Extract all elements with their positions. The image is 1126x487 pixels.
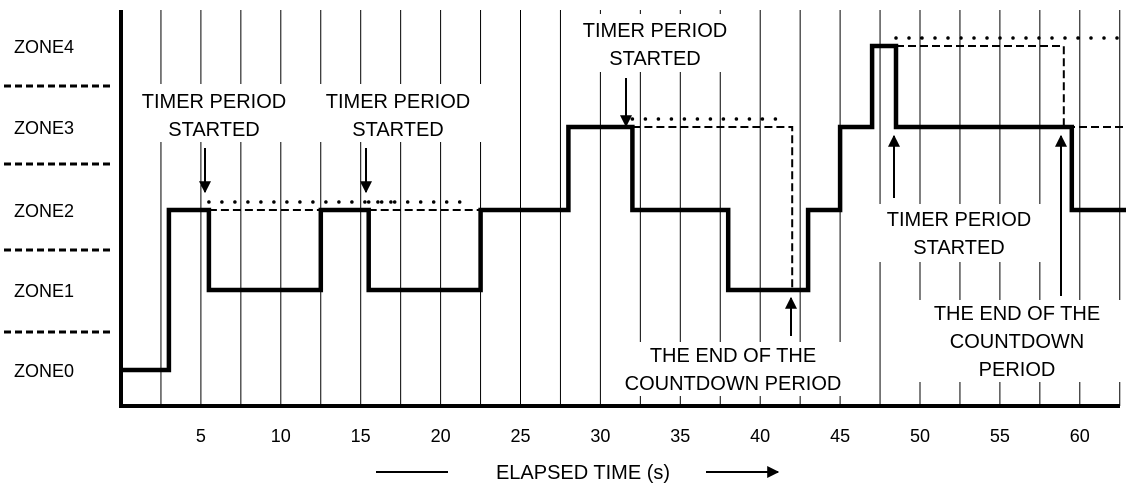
x-tick-label: 5 (196, 426, 206, 446)
x-tick-labels: 5 10 15 20 25 30 35 40 45 50 55 60 (196, 426, 1090, 446)
annotation-line: COUNTDOWN (950, 331, 1084, 353)
zone-label-zone4: ZONE4 (14, 37, 74, 57)
dashed-level-line (632, 126, 794, 290)
signal-series (121, 36, 1126, 373)
annotation-line: TIMER PERIOD (887, 209, 1031, 231)
timer-started-annotation-1: TIMER PERIOD STARTED (142, 91, 286, 141)
annotation-line: STARTED (352, 119, 444, 141)
annotation-line: STARTED (168, 119, 260, 141)
annotation-line: PERIOD (979, 359, 1056, 381)
annotation-arrows (199, 78, 1067, 336)
annotation-line: STARTED (609, 48, 701, 70)
x-axis-label: ELAPSED TIME (s) (496, 462, 670, 484)
solid-level-line (121, 43, 1126, 373)
x-tick-label: 20 (431, 426, 451, 446)
annotation-line: THE END OF THE (650, 345, 816, 367)
x-tick-label: 10 (271, 426, 291, 446)
x-tick-label: 50 (910, 426, 930, 446)
zone-label-zone2: ZONE2 (14, 201, 74, 221)
annotation-line: TIMER PERIOD (142, 91, 286, 113)
x-tick-label: 35 (670, 426, 690, 446)
annotation-line: STARTED (913, 237, 1005, 259)
x-tick-label: 15 (351, 426, 371, 446)
timer-started-annotation-3: TIMER PERIOD STARTED (583, 20, 727, 70)
x-tick-label: 25 (510, 426, 530, 446)
x-tick-label: 40 (750, 426, 770, 446)
zone-label-zone0: ZONE0 (14, 361, 74, 381)
annotation-line: COUNTDOWN PERIOD (625, 373, 842, 395)
x-tick-label: 55 (990, 426, 1010, 446)
countdown-end-annotation-1: THE END OF THE COUNTDOWN PERIOD (625, 345, 842, 395)
zone-label-zone3: ZONE3 (14, 118, 74, 138)
zone-labels: ZONE0 ZONE1 ZONE2 ZONE3 ZONE4 (14, 37, 74, 381)
x-tick-label: 60 (1070, 426, 1090, 446)
annotation-line: TIMER PERIOD (326, 91, 470, 113)
annotation-line: THE END OF THE (934, 303, 1100, 325)
annotation-line: TIMER PERIOD (583, 20, 727, 42)
dashed-level-line (896, 45, 1126, 128)
x-tick-label: 30 (590, 426, 610, 446)
x-axis-label-group: ELAPSED TIME (s) (376, 462, 780, 484)
zone-dividers (4, 84, 112, 334)
zone-label-zone1: ZONE1 (14, 281, 74, 301)
timer-started-annotation-2: TIMER PERIOD STARTED (326, 91, 470, 141)
countdown-end-annotation-2: THE END OF THE COUNTDOWN PERIOD (934, 303, 1100, 381)
x-tick-label: 45 (830, 426, 850, 446)
timer-started-annotation-4: TIMER PERIOD STARTED (887, 209, 1031, 259)
